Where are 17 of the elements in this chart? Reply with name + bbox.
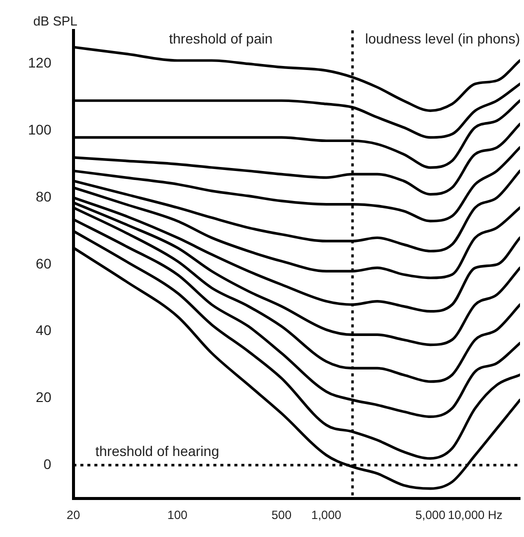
y-tick-label: 0	[44, 456, 52, 472]
y-tick-label: 80	[36, 188, 52, 204]
x-tick-label: 5,000	[415, 508, 446, 522]
y-tick-label: 60	[36, 255, 52, 272]
x-tick-label: 500	[271, 508, 292, 522]
ref-line-label: threshold of hearing	[95, 443, 220, 460]
x-tick-label: 10,000 Hz	[448, 508, 503, 522]
annotation: threshold of pain	[168, 30, 273, 46]
x-tick-label: 20	[66, 508, 80, 522]
y-tick-label: 20	[36, 389, 52, 406]
x-tick-label: 1,000	[311, 508, 342, 522]
y-tick-label: 40	[36, 322, 52, 338]
y-tick-label: 120	[28, 54, 52, 71]
annotation: loudness level (in phons)	[365, 30, 520, 46]
y-tick-label: 100	[28, 122, 52, 138]
x-tick-label: 100	[167, 508, 188, 522]
y-axis-title: dB SPL	[33, 13, 78, 28]
